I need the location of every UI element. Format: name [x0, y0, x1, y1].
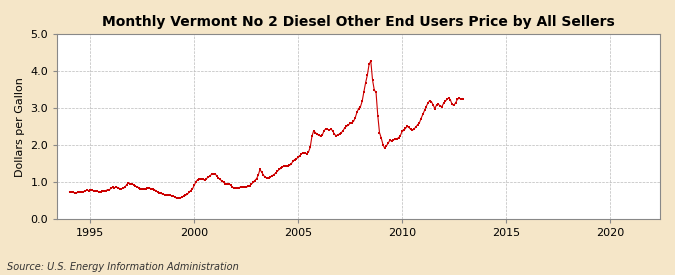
Y-axis label: Dollars per Gallon: Dollars per Gallon	[15, 77, 25, 177]
Title: Monthly Vermont No 2 Diesel Other End Users Price by All Sellers: Monthly Vermont No 2 Diesel Other End Us…	[103, 15, 615, 29]
Text: Source: U.S. Energy Information Administration: Source: U.S. Energy Information Administ…	[7, 262, 238, 272]
